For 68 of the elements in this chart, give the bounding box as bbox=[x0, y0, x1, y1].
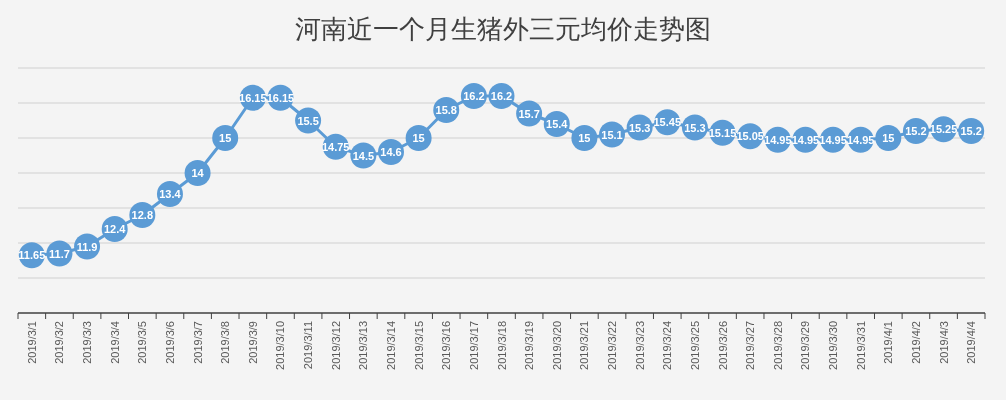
x-tick-label: 2019/3/25 bbox=[688, 321, 701, 370]
data-label: 15 bbox=[219, 132, 232, 144]
x-tick-label: 2019/3/31 bbox=[854, 321, 867, 370]
data-label: 14.95 bbox=[846, 133, 875, 146]
data-label: 11.65 bbox=[18, 249, 46, 262]
data-label: 15.2 bbox=[960, 125, 982, 137]
x-tick-label: 2019/3/26 bbox=[716, 321, 729, 370]
x-tick-label: 2019/3/11 bbox=[302, 321, 315, 370]
x-tick-label: 2019/3/13 bbox=[357, 321, 370, 370]
data-label: 15.25 bbox=[929, 123, 958, 136]
x-tick-label: 2019/3/4 bbox=[108, 321, 121, 364]
data-label: 15 bbox=[882, 132, 895, 144]
data-label: 15.8 bbox=[435, 104, 457, 116]
x-tick-label: 2019/3/29 bbox=[799, 321, 812, 370]
x-tick-label: 2019/3/22 bbox=[606, 321, 619, 370]
data-label: 16.15 bbox=[266, 91, 295, 104]
data-label: 14.95 bbox=[764, 133, 792, 146]
x-tick-label: 2019/4/4 bbox=[965, 321, 978, 364]
data-label: 14.6 bbox=[380, 146, 402, 158]
data-label: 15 bbox=[412, 132, 425, 144]
x-tick-label: 2019/4/2 bbox=[909, 321, 922, 364]
data-label: 15.2 bbox=[905, 125, 927, 137]
data-label: 11.9 bbox=[76, 240, 98, 253]
x-tick-label: 2019/3/27 bbox=[744, 321, 757, 370]
x-tick-label: 2019/3/18 bbox=[495, 321, 508, 370]
x-tick-label: 2019/3/2 bbox=[53, 321, 66, 364]
data-label: 15.3 bbox=[628, 121, 651, 134]
x-tick-label: 2019/3/23 bbox=[633, 321, 646, 370]
x-tick-label: 2019/3/17 bbox=[467, 321, 480, 370]
x-tick-label: 2019/3/14 bbox=[384, 321, 397, 370]
x-tick-label: 2019/3/24 bbox=[661, 321, 674, 370]
x-tick-label: 2019/3/16 bbox=[440, 321, 453, 370]
data-label: 11.7 bbox=[49, 247, 70, 260]
data-label: 15.5 bbox=[297, 114, 319, 127]
x-tick-label: 2019/3/1 bbox=[25, 321, 38, 364]
x-tick-label: 2019/3/19 bbox=[523, 321, 536, 370]
data-label: 12.4 bbox=[103, 223, 127, 235]
x-tick-label: 2019/4/3 bbox=[937, 321, 950, 364]
x-tick-label: 2019/3/3 bbox=[81, 321, 94, 364]
data-label: 13.4 bbox=[159, 188, 182, 200]
data-label: 15.3 bbox=[684, 121, 706, 134]
x-tick-label: 2019/3/6 bbox=[163, 321, 176, 364]
x-tick-label: 2019/3/5 bbox=[136, 321, 149, 364]
data-label: 14 bbox=[191, 167, 205, 179]
x-tick-label: 2019/3/8 bbox=[219, 321, 232, 364]
data-label: 15.1 bbox=[601, 128, 623, 141]
x-tick-label: 2019/3/20 bbox=[550, 321, 563, 370]
data-label: 16.2 bbox=[463, 90, 485, 102]
chart-title: 河南近一个月生猪外三元均价走势图 bbox=[295, 14, 711, 44]
x-tick-label: 2019/3/9 bbox=[246, 321, 259, 364]
data-label: 16.2 bbox=[490, 90, 513, 102]
data-label: 14.95 bbox=[819, 133, 847, 146]
x-tick-label: 2019/3/21 bbox=[578, 321, 591, 370]
data-label: 12.8 bbox=[131, 209, 154, 221]
x-tick-label: 2019/3/10 bbox=[274, 321, 287, 370]
data-label: 15.4 bbox=[546, 118, 569, 130]
x-tick-label: 2019/3/28 bbox=[771, 321, 784, 370]
data-label: 14.95 bbox=[791, 133, 820, 146]
x-tick-label: 2019/3/12 bbox=[329, 321, 342, 370]
x-tick-label: 2019/3/30 bbox=[827, 321, 840, 370]
data-label: 14.5 bbox=[352, 149, 375, 162]
data-label: 15.7 bbox=[518, 107, 540, 120]
data-label: 15.15 bbox=[708, 126, 737, 139]
x-tick-label: 2019/3/15 bbox=[412, 321, 425, 370]
data-label: 15.45 bbox=[653, 116, 682, 129]
x-tick-label: 2019/4/1 bbox=[882, 321, 895, 364]
data-label: 15 bbox=[578, 132, 591, 144]
x-tick-label: 2019/3/7 bbox=[191, 321, 204, 364]
